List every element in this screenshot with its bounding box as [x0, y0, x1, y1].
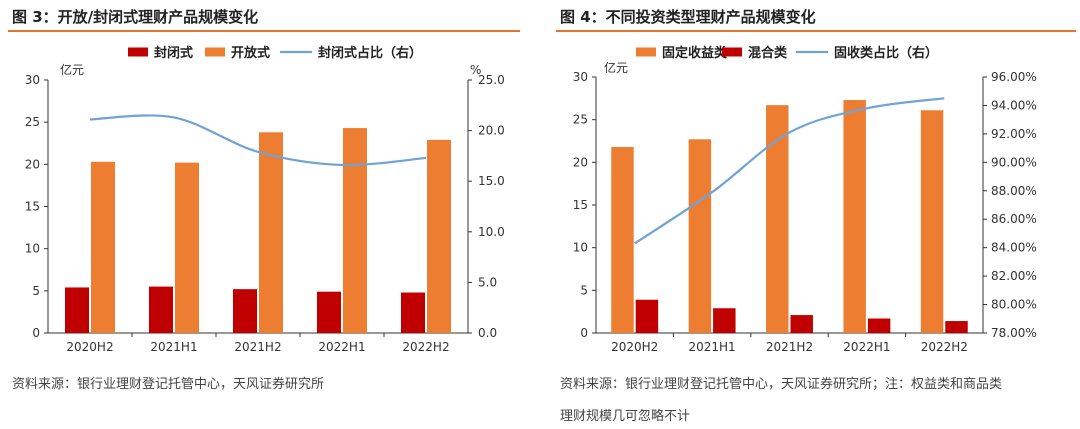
bar-first-series	[401, 292, 425, 333]
y-tick-label-left: 0	[32, 326, 40, 340]
legend-label: 封闭式	[154, 45, 193, 61]
x-tick-label: 2022H1	[843, 340, 890, 354]
figure-title: 图 3：开放/封闭式理财产品规模变化	[12, 8, 259, 26]
chart-open-closed: 0 5 10 15 20 25 30 0.0 5.0 10.0 15.0 20.0 25.0 亿元 % 202…	[25, 45, 505, 354]
bar-second-series	[867, 318, 891, 333]
y-tick-label-right: 80.00%	[991, 298, 1037, 312]
bar-second-series	[343, 128, 367, 333]
x-tick-label: 2022H1	[318, 340, 365, 354]
x-tick-label: 2021H2	[234, 340, 281, 354]
y-tick-label-left: 20	[573, 155, 588, 169]
x-tick-label: 2022H2	[921, 340, 968, 354]
legend-swatch	[722, 47, 742, 57]
x-tick-label: 2021H1	[150, 340, 197, 354]
bar-second-series	[259, 132, 283, 333]
bar-second-series	[427, 139, 451, 333]
bar-second-series	[91, 161, 115, 333]
bar-first-series	[317, 291, 341, 333]
title-rule	[556, 30, 1076, 32]
y-tick-label-left: 5	[580, 283, 588, 297]
y-tick-label-right: 90.00%	[991, 155, 1037, 169]
x-tick-label: 2020H2	[66, 340, 113, 354]
source-note: 资料来源：银行业理财登记托管中心，天风证券研究所；注：权益类和商品类	[560, 377, 1003, 392]
x-tick-label: 2022H2	[402, 340, 449, 354]
source-note: 资料来源：银行业理财登记托管中心，天风证券研究所	[12, 377, 325, 392]
bar-second-series	[790, 315, 813, 333]
title-rule	[8, 30, 520, 32]
legend-label: 封闭式占比（右）	[318, 45, 422, 61]
y-tick-label-right: 84.00%	[991, 241, 1037, 255]
y-tick-label-right: 15.0	[478, 174, 505, 188]
y-tick-label-right: 82.00%	[991, 269, 1037, 283]
bar-second-series	[175, 162, 199, 333]
line-share-series	[634, 97, 945, 245]
bar-first-series	[233, 289, 257, 333]
line-share-series	[89, 114, 427, 167]
y-tick-label-right: 10.0	[478, 225, 505, 239]
y-axis-unit-right: %	[470, 63, 481, 77]
bar-first-series	[688, 139, 712, 333]
bar-first-series	[920, 110, 944, 333]
bar-first-series	[611, 146, 634, 333]
source-note-continued: 理财规模几可忽略不计	[560, 409, 691, 424]
y-tick-label-left: 25	[573, 113, 588, 127]
bar-first-series	[149, 286, 173, 333]
y-tick-label-right: 94.00%	[991, 98, 1037, 112]
legend-label: 混合类	[748, 45, 788, 61]
bar-second-series	[713, 308, 736, 333]
y-axis-unit-left: 亿元	[60, 62, 84, 77]
y-tick-label-right: 92.00%	[991, 127, 1037, 141]
y-tick-label-left: 0	[580, 326, 588, 340]
bar-first-series	[843, 100, 866, 333]
y-tick-label-left: 15	[573, 198, 588, 212]
y-tick-label-right: 5.0	[478, 275, 497, 289]
x-tick-label: 2021H1	[688, 340, 735, 354]
y-tick-label-left: 10	[573, 241, 588, 255]
legend-swatch	[636, 47, 656, 57]
legend-label: 固收类占比（右）	[834, 45, 938, 61]
bar-first-series	[766, 105, 789, 333]
y-tick-label-left: 15	[25, 200, 40, 214]
y-tick-label-left: 20	[25, 157, 40, 171]
legend-swatch	[205, 47, 225, 57]
y-tick-label-right: 88.00%	[991, 184, 1037, 198]
y-tick-label-left: 5	[32, 284, 40, 298]
y-tick-label-right: 96.00%	[991, 70, 1037, 84]
bar-first-series	[65, 287, 89, 333]
y-tick-label-right: 20.0	[478, 124, 505, 138]
legend-swatch	[128, 47, 148, 57]
bar-second-series	[945, 321, 968, 333]
legend-label: 开放式	[231, 45, 270, 61]
legend-label: 固定收益类	[662, 45, 728, 61]
y-tick-label-right: 78.00%	[991, 326, 1037, 340]
chart-investment-type: 0 5 10 15 20 25 30 78.00% 80.00% 82.00% 84.00% 86.0…	[573, 45, 1037, 354]
y-tick-label-left: 10	[25, 242, 40, 256]
y-tick-label-right: 0.0	[478, 326, 497, 340]
y-tick-label-left: 30	[573, 70, 588, 84]
x-tick-label: 2021H2	[766, 340, 813, 354]
y-tick-label-right: 86.00%	[991, 212, 1037, 226]
bar-second-series	[635, 299, 659, 333]
y-tick-label-left: 30	[25, 73, 40, 87]
x-tick-label: 2020H2	[611, 340, 658, 354]
y-tick-label-right: 25.0	[478, 73, 505, 87]
y-tick-label-left: 25	[25, 115, 40, 129]
figure-title: 图 4：不同投资类型理财产品规模变化	[560, 8, 816, 26]
y-axis-unit-left: 亿元	[604, 60, 628, 75]
